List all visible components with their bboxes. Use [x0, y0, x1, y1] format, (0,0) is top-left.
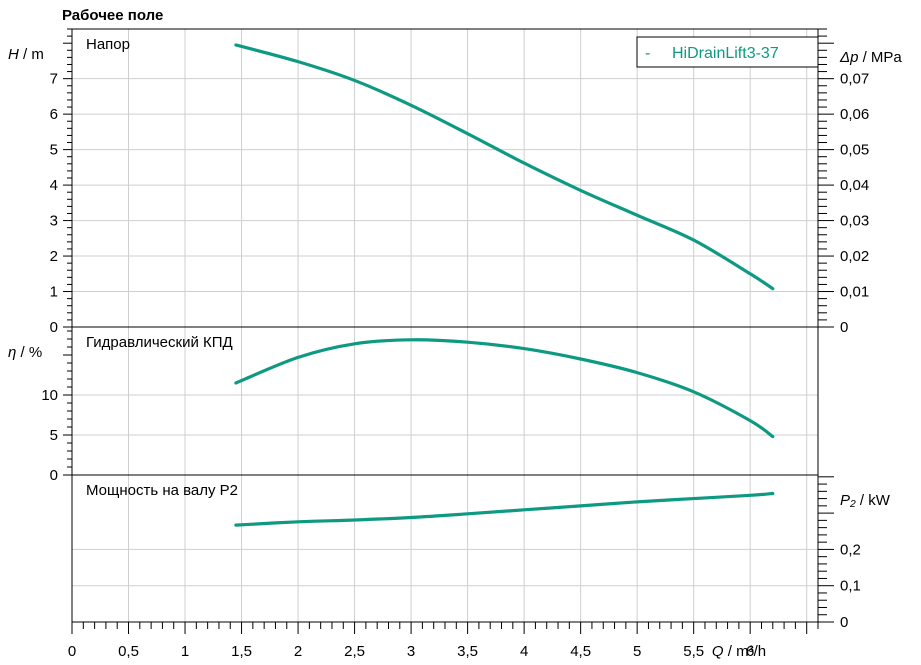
panel-title-efficiency: Гидравлический КПД: [86, 334, 233, 351]
y-left-axis-label-head: H / m: [8, 46, 44, 63]
x-tick-label: 4: [520, 643, 528, 660]
panel-frame-head: [71, 28, 819, 328]
x-tick-label: 3,5: [457, 643, 478, 660]
y-left-tick-label: 2: [50, 248, 58, 265]
y-right-axis-label-head: Δp / MPa: [839, 49, 902, 66]
panel-title-power: Мощность на валу P2: [86, 482, 238, 499]
y-right-tick-label: 0,07: [840, 71, 869, 88]
x-tick-label: 1: [181, 643, 189, 660]
y-right-tick-label: 0,03: [840, 213, 869, 230]
x-tick-label: 0,5: [118, 643, 139, 660]
y-left-tick-label: 0: [50, 319, 58, 336]
x-tick-label: 2,5: [344, 643, 365, 660]
legend-label: HiDrainLift3-37: [672, 45, 779, 62]
x-tick-label: 6: [746, 643, 754, 660]
y-left-tick-label: 5: [50, 142, 58, 159]
x-tick-label: 5: [633, 643, 641, 660]
series-line-efficiency: [234, 338, 775, 439]
x-tick-label: 1,5: [231, 643, 252, 660]
series-line-power: [234, 491, 775, 527]
panel-title-head: Напор: [86, 36, 130, 53]
y-left-tick-label: 5: [50, 427, 58, 444]
y-right-tick-label: 0,02: [840, 248, 869, 265]
y-left-tick-label: 1: [50, 284, 58, 301]
y-left-tick-label: 10: [41, 387, 58, 404]
y-right-tick-label: 0,1: [840, 578, 861, 595]
page-title: Рабочее поле: [62, 7, 164, 24]
y-left-tick-label: 3: [50, 213, 58, 230]
y-right-tick-label: 0: [840, 319, 848, 336]
y-right-tick-label: 0,01: [840, 284, 869, 301]
y-right-tick-label: 0,06: [840, 106, 869, 123]
y-right-tick-label: 0,05: [840, 142, 869, 159]
grid-layer: [72, 29, 818, 622]
x-tick-label: 4,5: [570, 643, 591, 660]
x-axis-label: Q / m³/h: [712, 643, 766, 660]
frame-layer: [71, 28, 819, 623]
legend-marker: -: [645, 45, 650, 62]
y-left-tick-label: 6: [50, 106, 58, 123]
y-right-tick-label: 0: [840, 614, 848, 631]
tick-layer: [63, 28, 834, 634]
series-layer: [234, 43, 775, 527]
x-tick-label: 0: [68, 643, 76, 660]
label-layer: Напор 0 1 2 3 4 5 6 7 H / m 0 0,01 0,02 0,03 0,04 0,05 0…: [8, 36, 902, 660]
y-right-tick-label: 0,04: [840, 177, 869, 194]
x-tick-label: 5,5: [683, 643, 704, 660]
y-left-tick-label: 0: [50, 467, 58, 484]
series-line-head: [234, 43, 775, 291]
x-tick-label: 2: [294, 643, 302, 660]
y-right-axis-label-power: P₂ / kW: [840, 492, 891, 509]
y-right-tick-label: 0,2: [840, 541, 861, 558]
y-left-axis-label-efficiency: η / %: [8, 344, 42, 361]
y-left-tick-label: 7: [50, 71, 58, 88]
y-left-tick-label: 4: [50, 177, 58, 194]
legend-box: [636, 36, 819, 68]
x-tick-label: 3: [407, 643, 415, 660]
